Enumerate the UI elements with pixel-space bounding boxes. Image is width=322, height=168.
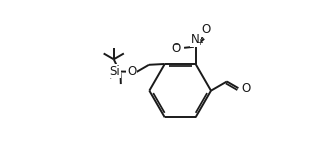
Text: +: + [196,38,203,47]
Text: N: N [191,33,200,47]
Text: O: O [241,82,250,95]
Text: O: O [201,23,211,36]
Text: O: O [172,42,181,55]
Text: −: − [172,40,179,49]
Text: Si: Si [109,65,120,78]
Text: O: O [127,65,136,78]
